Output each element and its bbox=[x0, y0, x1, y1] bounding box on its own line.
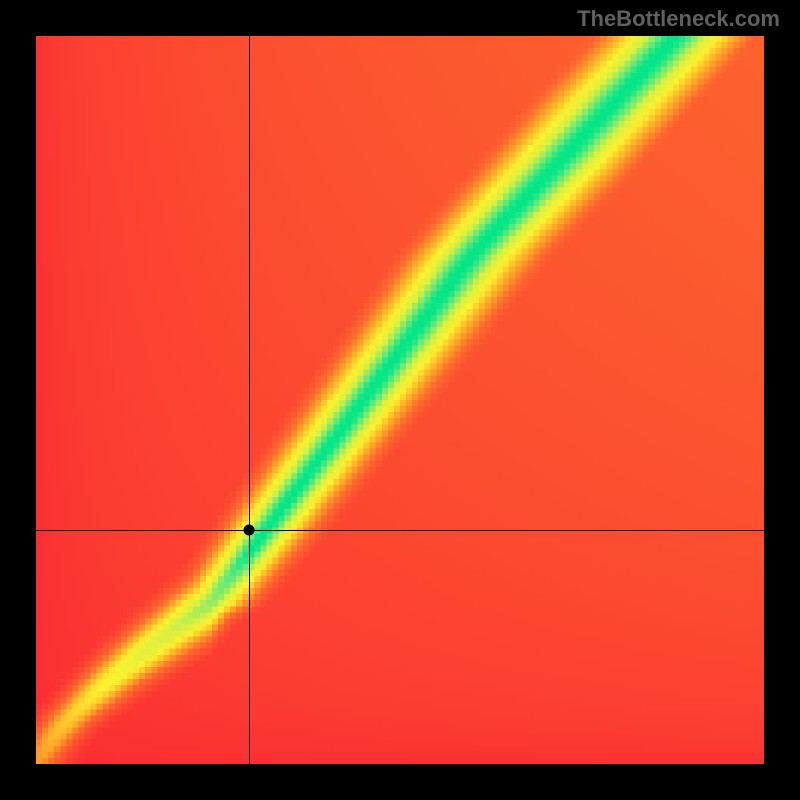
crosshair-horizontal bbox=[36, 530, 764, 531]
attribution-text: TheBottleneck.com bbox=[577, 6, 780, 32]
crosshair-vertical bbox=[249, 36, 250, 764]
crosshair-marker bbox=[244, 524, 255, 535]
heatmap-plot bbox=[36, 36, 764, 764]
heatmap-canvas bbox=[36, 36, 764, 764]
